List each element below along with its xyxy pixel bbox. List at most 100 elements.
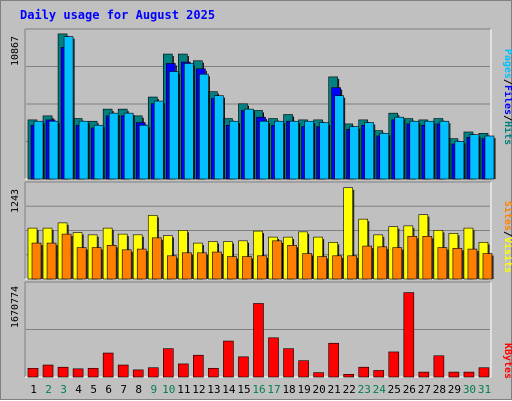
hits-bar-pages-26 [409,120,420,180]
visits-legend: Sites/Visits [502,201,512,273]
day-label-23: 23 [358,383,371,396]
legend-separator: / [502,231,512,237]
day-label-16: 16 [252,383,265,396]
kbytes-bar-kbytes-19 [298,360,309,378]
visits-bar-sites-13 [212,251,222,280]
hits-bar-pages-3 [63,36,74,180]
kbytes-bar-kbytes-9 [147,367,159,378]
hits-bar-pages-21 [334,95,344,180]
day-label-24: 24 [373,383,387,396]
visits-bar-sites-5 [91,247,102,280]
hits-bar-pages-28 [439,120,450,180]
kbytes-bar-kbytes-30 [463,371,475,378]
kbytes-bar-kbytes-4 [72,368,84,378]
hits-bar-pages-14 [229,120,239,180]
day-label-14: 14 [222,383,236,396]
visits-bar-sites-15 [242,256,252,280]
visits-bar-sites-20 [317,256,327,280]
visits-bar-sites-26 [407,236,418,280]
kbytes-bar-kbytes-18 [283,348,294,378]
kbytes-bar-kbytes-16 [253,303,264,378]
visits-bar-sites-29 [452,248,463,280]
visits-bar-sites-28 [437,247,448,280]
visits-bar-sites-24 [377,246,388,280]
kbytes-bar-kbytes-15 [238,356,249,378]
kbytes-bar-kbytes-8 [132,369,144,378]
hits-bar-pages-11 [184,63,194,180]
hits-bar-pages-10 [168,71,179,180]
day-label-21: 21 [328,383,341,396]
kbytes-bar-kbytes-12 [193,354,204,378]
kbytes-bar-kbytes-3 [57,366,69,378]
day-label-17: 17 [267,383,280,396]
visits-bar-sites-10 [166,255,177,280]
hits-bar-pages-6 [108,112,119,180]
day-label-4: 4 [75,383,82,396]
hits-bar-pages-23 [364,122,375,180]
hits-bar-pages-13 [214,95,224,180]
hits-bar-pages-29 [454,141,465,180]
hits-bar-pages-19 [304,120,314,180]
hits-bar-pages-5 [93,124,104,180]
visits-bar-sites-23 [362,245,373,280]
day-label-6: 6 [105,383,112,396]
day-label-9: 9 [150,383,157,396]
day-label-10: 10 [162,383,175,396]
legend-hits: Hits [502,121,512,145]
day-label-13: 13 [207,383,220,396]
day-label-28: 28 [433,383,446,396]
visits-bar-sites-18 [287,245,297,280]
hits-bar-pages-20 [319,122,329,180]
kbytes-bar-kbytes-20 [313,372,324,378]
visits-bar-sites-7 [121,249,132,280]
legend-sites: Sites [502,201,512,231]
legend-separator: / [502,79,512,85]
day-label-18: 18 [282,383,295,396]
day-label-26: 26 [403,383,416,396]
hits-bar-pages-24 [379,133,390,180]
day-label-8: 8 [135,383,142,396]
visits-bar-sites-21 [332,255,342,280]
legend-pages: Pages [502,49,512,79]
panel-visits: 1243 Sites/Visits [10,181,512,280]
kbytes-legend: KBytes [502,343,512,379]
hits-ymax-label: 10867 [10,36,21,66]
visits-bar-sites-30 [467,248,478,280]
day-label-30: 30 [463,383,476,396]
kbytes-bar-kbytes-10 [162,348,174,378]
hits-bar-pages-31 [484,135,495,180]
panel-hits: 10867 Pages/Files/Hits [10,28,512,180]
day-label-31: 31 [478,383,491,396]
hits-bar-pages-8 [138,124,149,180]
kbytes-ymax-label: 1670774 [10,286,21,328]
kbytes-bar-kbytes-23 [358,366,370,378]
kbytes-bar-kbytes-14 [223,340,234,378]
visits-bar-sites-12 [197,252,207,280]
visits-bar-sites-6 [106,245,117,280]
hits-bar-pages-16 [259,120,269,180]
visits-bar-sites-31 [482,253,493,280]
day-label-25: 25 [388,383,401,396]
kbytes-bar-kbytes-31 [478,367,490,378]
visits-bar-sites-4 [76,247,87,280]
day-label-22: 22 [343,383,356,396]
kbytes-bar-kbytes-1 [27,367,39,378]
hits-legend: Pages/Files/Hits [502,49,512,145]
day-label-2: 2 [45,383,52,396]
hits-bar-pages-2 [48,120,59,180]
kbytes-bar-kbytes-26 [403,292,415,378]
day-label-11: 11 [177,383,190,396]
day-label-7: 7 [120,383,127,396]
day-label-19: 19 [297,383,310,396]
kbytes-bar-kbytes-7 [117,364,129,378]
day-label-20: 20 [313,383,326,396]
kbytes-bar-kbytes-6 [102,352,114,378]
hits-bar-pages-27 [424,120,435,180]
hits-bar-pages-17 [274,120,284,180]
visits-bar-sites-14 [227,256,237,280]
kbytes-bar-kbytes-25 [388,351,400,378]
visits-bar-sites-16 [257,255,267,280]
kbytes-bar-kbytes-11 [178,363,189,378]
